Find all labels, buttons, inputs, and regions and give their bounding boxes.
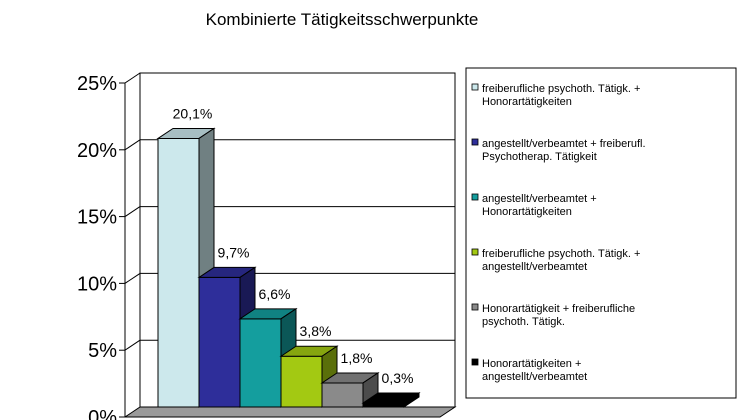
legend-swatch (471, 83, 479, 91)
legend-swatch (471, 303, 479, 311)
gridline-wall (124, 206, 141, 218)
legend-label: angestellt/verbeamtet (482, 261, 587, 273)
legend-box (465, 67, 737, 399)
legend-swatch (471, 193, 479, 201)
bar (157, 137, 200, 408)
bar (198, 276, 241, 408)
y-tick-label: 10% (77, 273, 117, 295)
legend-swatch (471, 248, 479, 256)
legend-label: Psychotherap. Tätigkeit (482, 151, 597, 163)
legend-label: freiberufliche psychoth. Tätigk. + (482, 83, 640, 95)
chart-title: Kombinierte Tätigkeitsschwerpunkte (206, 10, 479, 29)
bar-side (403, 392, 420, 408)
legend-label: psychoth. Tätigk. (482, 316, 565, 328)
data-label: 3,8% (300, 323, 332, 339)
bar (362, 402, 405, 408)
y-tick-label: 0% (88, 407, 117, 420)
data-label: 6,6% (259, 286, 291, 302)
bar (239, 318, 282, 408)
gridline-wall (124, 339, 141, 351)
legend-label: Honorartätigkeiten (482, 96, 572, 108)
legend-label: Honorartätigkeiten (482, 206, 572, 218)
chart-floor (123, 406, 457, 418)
legend-label: angestellt/verbeamtet + (482, 193, 597, 205)
data-label: 9,7% (218, 244, 250, 260)
legend-swatch (471, 138, 479, 146)
y-tick-label: 20% (77, 140, 117, 162)
gridline-wall (124, 72, 141, 84)
legend-label: angestellt/verbeamtet + freiberufl. (482, 138, 646, 150)
legend-label: Honorartätigkeit + freiberufliche (482, 303, 635, 315)
legend-label: freiberufliche psychoth. Tätigk. + (482, 248, 640, 260)
legend-swatch (471, 358, 479, 366)
legend-label: Honorartätigkeiten + (482, 358, 581, 370)
legend-label: angestellt/verbeamtet (482, 371, 587, 383)
bar (280, 355, 323, 408)
y-tick-label: 5% (88, 340, 117, 362)
y-tick-label: 25% (77, 73, 117, 95)
data-label: 20,1% (173, 105, 213, 121)
bar (321, 382, 364, 408)
data-label: 1,8% (341, 350, 373, 366)
gridline-wall (124, 272, 141, 284)
gridline-wall (124, 139, 141, 151)
y-tick-label: 15% (77, 207, 117, 229)
data-label: 0,3% (382, 370, 414, 386)
